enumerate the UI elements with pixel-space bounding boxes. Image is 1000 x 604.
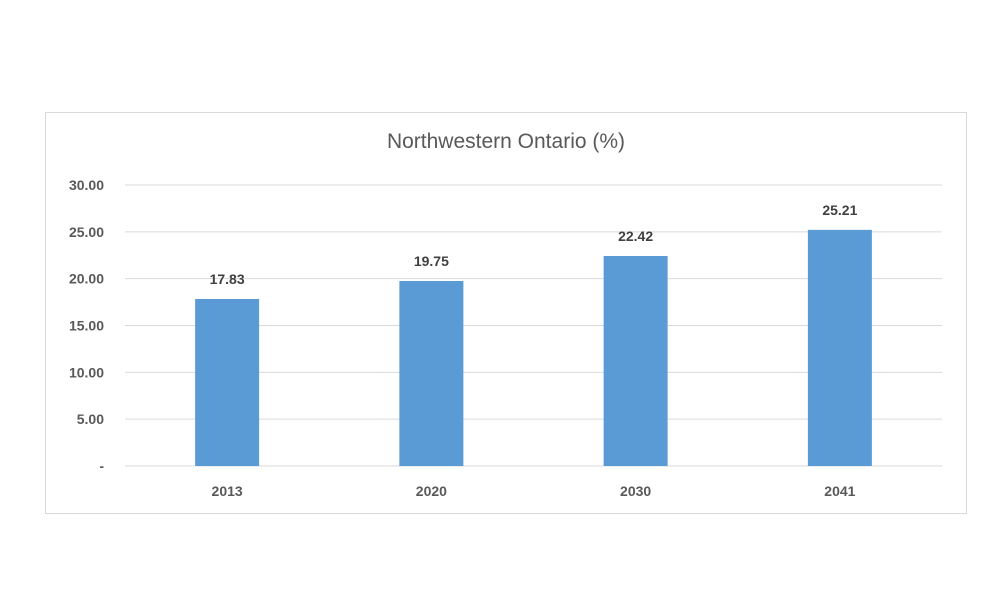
y-tick-label: 30.00 [69,177,104,193]
y-tick-label: 25.00 [69,224,104,240]
x-tick-label: 2020 [416,483,447,499]
y-axis-tick-labels: - 5.00 10.00 15.00 20.00 25.00 30.00 [69,177,104,474]
data-label: 22.42 [618,228,653,244]
y-tick-label: 20.00 [69,271,104,287]
data-label: 19.75 [414,253,449,269]
y-tick-label: - [99,458,104,474]
x-axis-tick-labels: 2013 2020 2030 2041 [212,483,856,499]
bar [807,229,872,466]
x-tick-label: 2013 [212,483,243,499]
x-tick-label: 2041 [824,483,855,499]
x-tick-label: 2030 [620,483,651,499]
bars [195,229,872,466]
bar [399,281,464,466]
data-labels: 17.83 19.75 22.42 25.21 [210,202,858,287]
bar [195,298,260,466]
y-tick-label: 15.00 [69,318,104,334]
data-label: 25.21 [822,202,857,218]
y-tick-label: 10.00 [69,364,104,380]
y-tick-label: 5.00 [77,411,104,427]
data-label: 17.83 [210,271,245,287]
bar [603,255,668,466]
grid-lines [125,184,942,467]
chart-title: Northwestern Ontario (%) [386,130,626,153]
